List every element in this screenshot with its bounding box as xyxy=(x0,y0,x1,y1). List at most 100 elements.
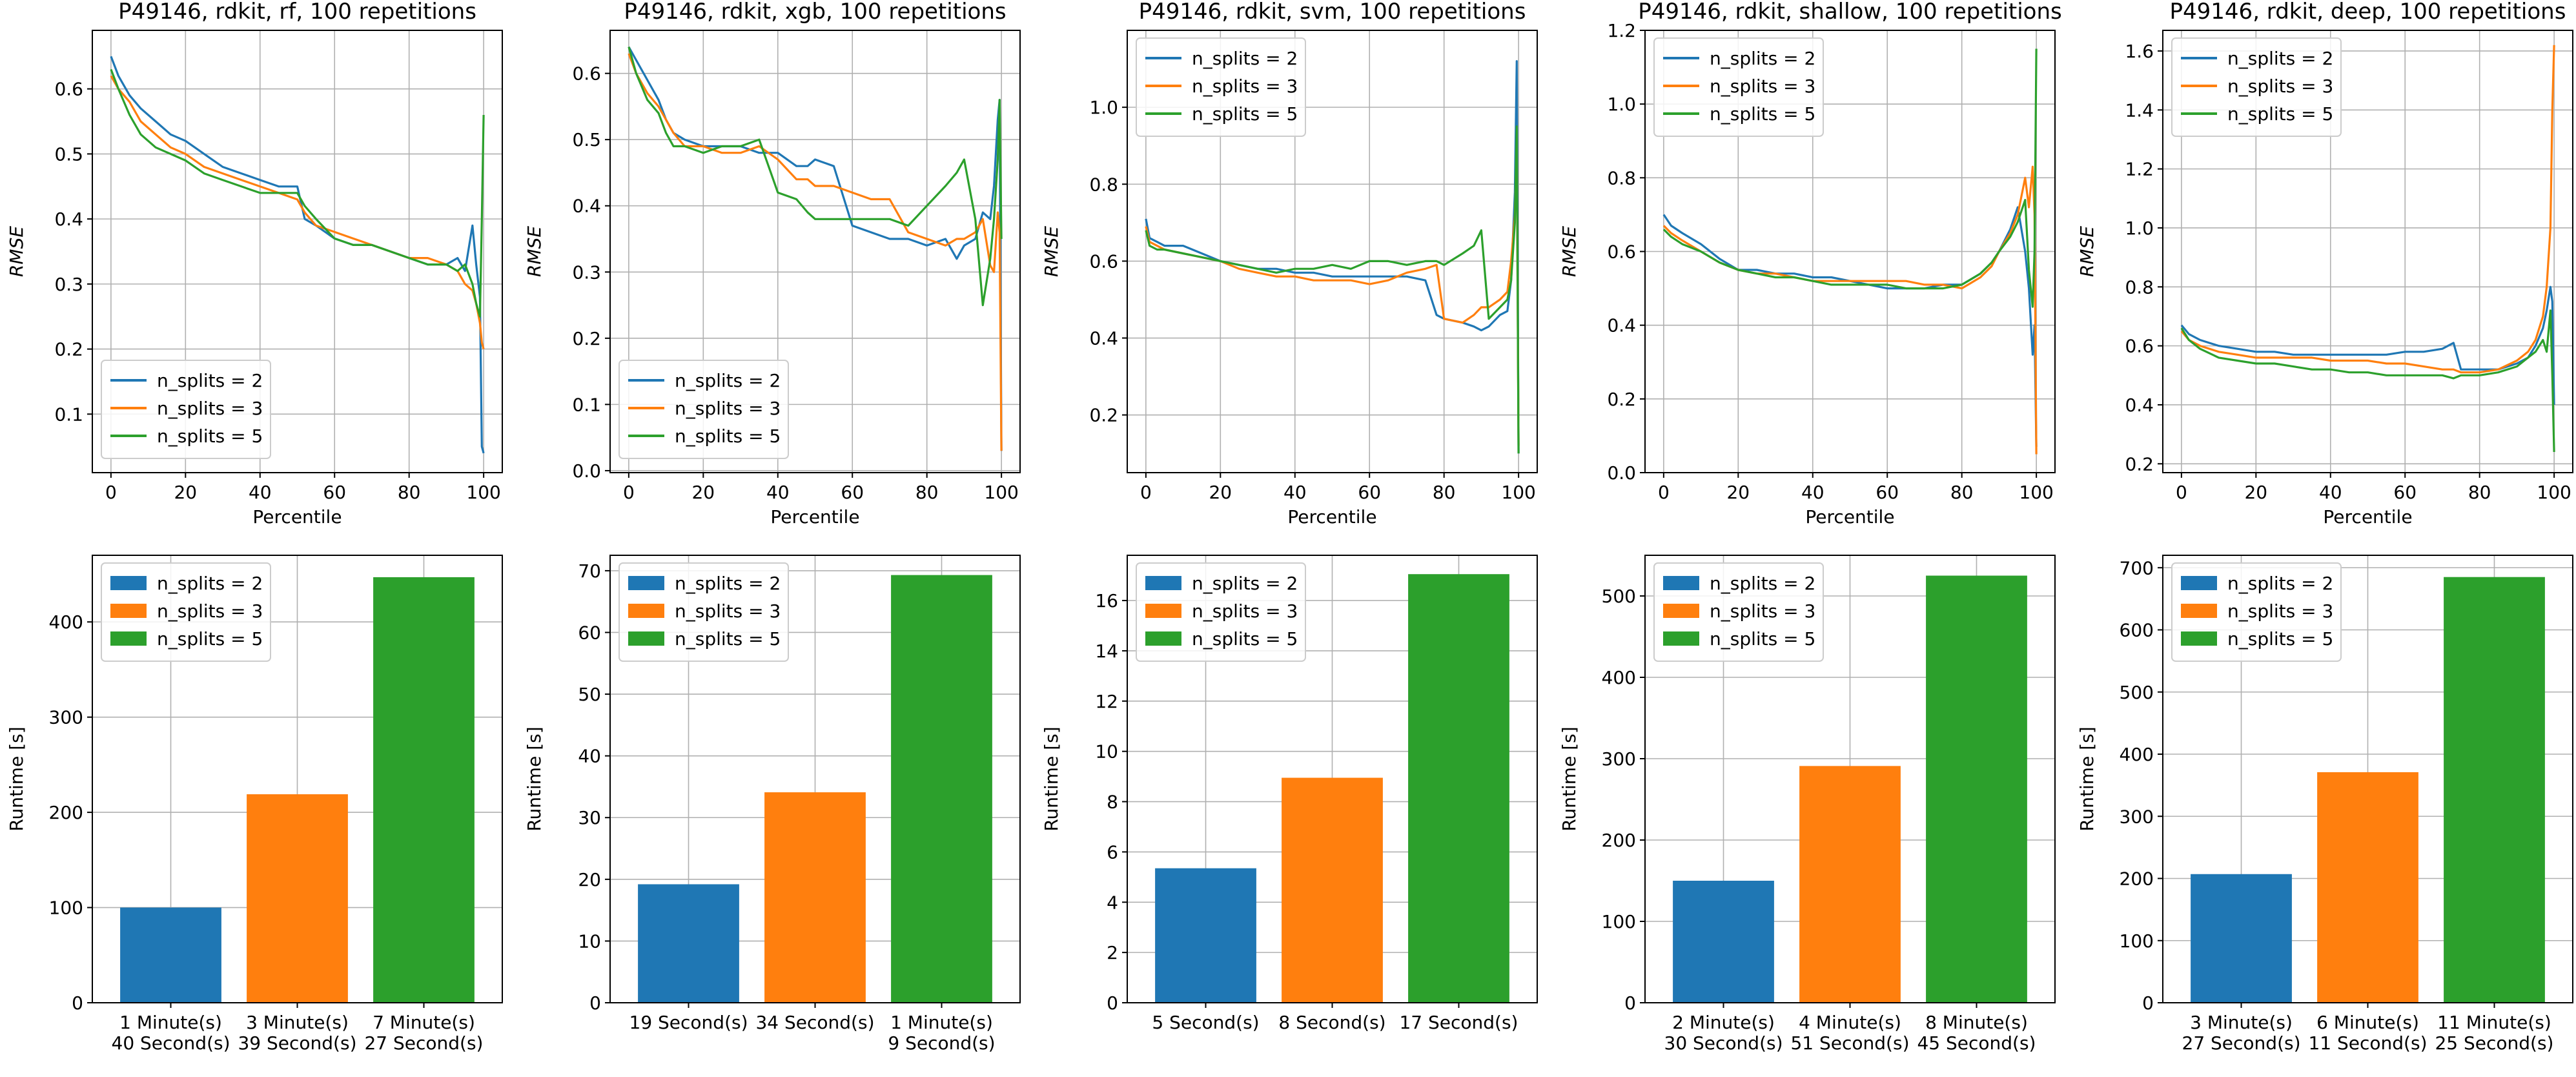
legend-swatch xyxy=(1663,576,1699,590)
bar-n-splits-2 xyxy=(120,907,221,1003)
y-tick-label: 0.6 xyxy=(1607,241,1636,263)
series-line-n-splits-5 xyxy=(628,46,1003,307)
y-tick-label: 0.2 xyxy=(1089,405,1118,426)
y-tick-label: 0.4 xyxy=(2125,395,2154,416)
y-tick-label: 200 xyxy=(2120,868,2154,890)
legend-label: n_splits = 2 xyxy=(675,573,781,594)
legend-label: n_splits = 3 xyxy=(1710,76,1815,97)
x-tick-label: 39 Second(s) xyxy=(238,1032,356,1054)
x-tick-label: 45 Second(s) xyxy=(1917,1032,2036,1054)
bar-n-splits-2 xyxy=(1155,868,1256,1003)
axes-frame xyxy=(609,30,1021,473)
x-tick-label: 20 xyxy=(2244,482,2267,503)
x-tick-label: 60 xyxy=(323,482,346,503)
y-tick-label: 10 xyxy=(578,930,601,952)
x-tick-label: 80 xyxy=(2468,482,2491,503)
y-tick-label: 70 xyxy=(578,560,601,582)
x-tick-label: 20 xyxy=(174,482,197,503)
legend-swatch xyxy=(1145,604,1181,618)
series-line-n-splits-5 xyxy=(1662,48,2038,308)
y-tick-label: 0.8 xyxy=(1607,167,1636,189)
y-tick-label: 1.0 xyxy=(1607,94,1636,115)
y-axis-label: RMSE xyxy=(6,226,27,277)
y-tick-label: 0.8 xyxy=(2125,276,2154,298)
chart-title: P49146, rdkit, svm, 100 repetitions xyxy=(1139,0,1526,25)
y-tick-label: 12 xyxy=(1095,691,1118,712)
x-axis-label: Percentile xyxy=(252,506,342,528)
chart-title: P49146, rdkit, xgb, 100 repetitions xyxy=(624,0,1006,25)
y-tick-label: 0.1 xyxy=(54,404,83,425)
y-tick-label: 0 xyxy=(589,992,601,1014)
legend-label: n_splits = 2 xyxy=(1192,573,1298,594)
y-tick-label: 8 xyxy=(1107,792,1118,813)
bar-chart-4: 2 Minute(s)30 Second(s) 4 Minute(s)51 Sec… xyxy=(1559,555,2056,1054)
bar-n-splits-3 xyxy=(247,794,348,1003)
legend-label: n_splits = 5 xyxy=(157,628,263,650)
legend-label: n_splits = 5 xyxy=(1192,103,1298,125)
x-tick-label: 100 xyxy=(2537,482,2571,503)
x-tick-label: 100 xyxy=(984,482,1018,503)
y-tick-label: 1.0 xyxy=(2125,218,2154,239)
legend-label: n_splits = 2 xyxy=(1710,573,1815,594)
legend-label: n_splits = 3 xyxy=(1710,600,1815,622)
x-tick-label: 2 Minute(s) xyxy=(1672,1012,1775,1033)
x-tick-label: 5 Second(s) xyxy=(1152,1012,1259,1033)
y-tick-label: 0 xyxy=(72,992,83,1014)
x-tick-label: 20 xyxy=(1726,482,1750,503)
legend-label: n_splits = 5 xyxy=(1710,103,1815,125)
x-tick-label: 80 xyxy=(1950,482,1974,503)
line-chart-4: 0 20 40 60 80 100 0.0 0.2 0.4 0.6 0.8 1.0 1.2P49146,… xyxy=(1559,0,2062,528)
x-tick-label: 11 Minute(s) xyxy=(2437,1012,2551,1033)
x-tick-label: 100 xyxy=(2019,482,2053,503)
y-tick-label: 16 xyxy=(1095,590,1118,611)
axes-frame xyxy=(92,30,503,473)
series-line-n-splits-3 xyxy=(2180,45,2555,374)
bar-n-splits-5 xyxy=(2444,577,2545,1003)
x-tick-label: 20 xyxy=(691,482,715,503)
x-tick-label: 40 xyxy=(1283,482,1307,503)
legend-swatch xyxy=(110,631,147,646)
y-axis-label: Runtime [s] xyxy=(2076,726,2098,831)
x-tick-label: 40 Second(s) xyxy=(112,1032,230,1054)
y-tick-label: 700 xyxy=(2120,557,2154,579)
y-tick-label: 0.4 xyxy=(54,209,83,230)
x-tick-label: 0 xyxy=(2176,482,2187,503)
y-tick-label: 0.6 xyxy=(2125,336,2154,357)
y-tick-label: 2 xyxy=(1107,942,1118,963)
series-line-n-splits-3 xyxy=(1145,145,1520,446)
x-tick-label: 100 xyxy=(466,482,500,503)
x-tick-label: 0 xyxy=(105,482,117,503)
series-line-n-splits-3 xyxy=(628,53,1003,451)
y-tick-label: 1.2 xyxy=(1607,20,1636,41)
legend-label: n_splits = 5 xyxy=(1192,628,1298,650)
legend-label: n_splits = 2 xyxy=(1192,48,1298,69)
x-tick-label: 17 Second(s) xyxy=(1399,1012,1518,1033)
y-tick-label: 300 xyxy=(49,707,83,728)
y-tick-label: 0.6 xyxy=(572,63,601,85)
line-chart-2: 0 20 40 60 80 100 0.0 0.1 0.2 0.3 0.4 0.5 0.6 P49146,… xyxy=(524,0,1021,528)
x-tick-label: 0 xyxy=(1658,482,1670,503)
series-line-n-splits-3 xyxy=(1662,165,2038,455)
legend-swatch xyxy=(1145,576,1181,590)
legend-label: n_splits = 2 xyxy=(157,370,263,391)
bar-n-splits-3 xyxy=(764,792,866,1003)
legend-swatch xyxy=(1663,631,1699,646)
y-axis-label: RMSE xyxy=(2076,226,2098,277)
legend-label: n_splits = 2 xyxy=(2227,48,2333,69)
legend-label: n_splits = 5 xyxy=(157,426,263,447)
x-tick-label: 40 xyxy=(2319,482,2342,503)
x-tick-label: 7 Minute(s) xyxy=(373,1012,475,1033)
y-tick-label: 0.2 xyxy=(54,339,83,360)
x-axis-label: Percentile xyxy=(1287,506,1376,528)
x-tick-label: 34 Second(s) xyxy=(755,1012,874,1033)
bar-chart-5: 3 Minute(s)27 Second(s) 6 Minute(s)11 Sec… xyxy=(2076,555,2573,1054)
chart-title: P49146, rdkit, deep, 100 repetitions xyxy=(2170,0,2566,25)
legend-box xyxy=(618,360,789,459)
legend-swatch xyxy=(628,576,664,590)
axes-frame xyxy=(2162,30,2573,473)
y-axis-label: RMSE xyxy=(1041,226,1062,277)
y-tick-label: 1.6 xyxy=(2125,41,2154,62)
y-tick-label: 0.2 xyxy=(572,328,601,349)
legend-box xyxy=(2171,37,2342,137)
legend-swatch xyxy=(1663,604,1699,618)
